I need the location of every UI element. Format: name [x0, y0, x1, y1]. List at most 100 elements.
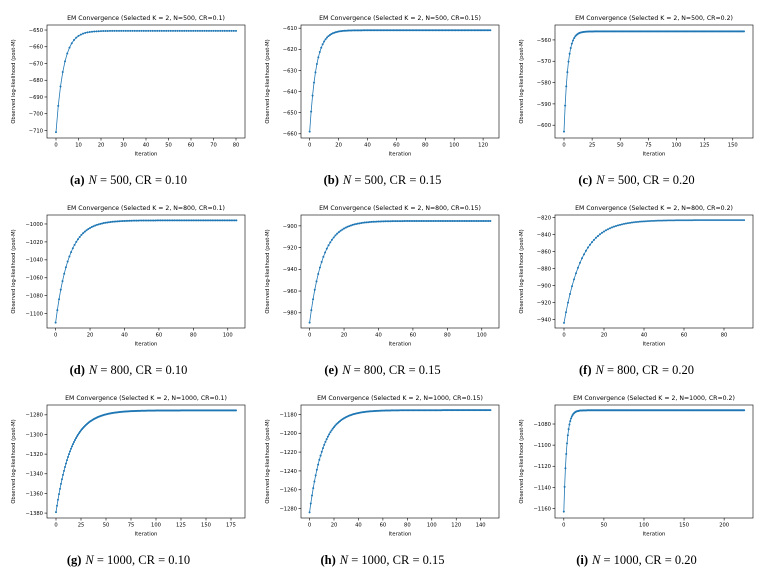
svg-text:175: 175: [226, 523, 236, 529]
subplot-caption: (b) N = 500, CR = 0.15: [324, 173, 442, 188]
svg-text:−1280: −1280: [25, 413, 43, 419]
svg-text:70: 70: [210, 143, 217, 149]
svg-text:40: 40: [355, 523, 362, 529]
data-markers: [562, 219, 745, 324]
figure-grid: EM Convergence (Selected K = 2, N=500, C…: [4, 12, 762, 568]
svg-text:−1160: −1160: [533, 506, 551, 512]
svg-text:60: 60: [155, 333, 162, 339]
chart-title: EM Convergence (Selected K = 2, N=800, C…: [319, 205, 481, 212]
x-axis-label: Iteration: [388, 342, 411, 348]
svg-text:150: 150: [727, 143, 737, 149]
y-axis: −1080 −1100 −1120 −1140 −1160: [533, 422, 555, 512]
svg-text:−1280: −1280: [279, 506, 297, 512]
data-markers: [54, 219, 237, 324]
caption-variable: N: [596, 173, 605, 187]
svg-text:80: 80: [421, 143, 428, 149]
x-axis-label: Iteration: [642, 152, 665, 158]
y-axis-label: Observed log-likelihood (post-M): [265, 39, 271, 123]
svg-text:25: 25: [77, 523, 84, 529]
caption-text: = 1000, CR = 0.10: [93, 553, 191, 567]
svg-text:0: 0: [562, 523, 565, 529]
em-convergence-subplot: EM Convergence (Selected K = 2, N=1000, …: [4, 392, 254, 568]
svg-text:−920: −920: [282, 245, 296, 251]
svg-text:−570: −570: [536, 59, 550, 65]
svg-text:100: 100: [222, 333, 232, 339]
chart-title: EM Convergence (Selected K = 2, N=800, C…: [67, 205, 225, 212]
plot-area: [554, 404, 753, 519]
caption-label: (a): [69, 173, 85, 187]
y-axis-label: Observed log-likelihood (post-M): [11, 229, 17, 313]
svg-text:0: 0: [562, 333, 565, 339]
subplot-caption: (g) N = 1000, CR = 0.10: [67, 553, 190, 568]
data-markers: [308, 409, 491, 514]
chart-title: EM Convergence (Selected K = 2, N=1000, …: [573, 395, 735, 402]
svg-text:−580: −580: [536, 80, 550, 86]
x-axis: 0 20 40 60 80 100: [53, 328, 232, 339]
line-chart: EM Convergence (Selected K = 2, N=1000, …: [514, 392, 759, 544]
chart-title: EM Convergence (Selected K = 2, N=500, C…: [575, 15, 733, 22]
svg-text:−710: −710: [28, 128, 42, 134]
em-convergence-subplot: EM Convergence (Selected K = 2, N=800, C…: [512, 202, 762, 378]
caption-label: (h): [320, 553, 336, 567]
svg-text:60: 60: [187, 143, 194, 149]
svg-text:−1320: −1320: [25, 452, 43, 458]
data-markers: [54, 409, 237, 514]
x-axis: 0 20 40 60 80: [562, 328, 727, 339]
svg-text:0: 0: [54, 143, 57, 149]
svg-text:80: 80: [190, 333, 197, 339]
svg-text:−590: −590: [536, 102, 550, 108]
plot-area: [300, 24, 499, 139]
svg-text:−600: −600: [536, 123, 550, 129]
svg-text:0: 0: [562, 143, 565, 149]
svg-text:−640: −640: [282, 89, 296, 95]
x-axis-label: Iteration: [134, 342, 157, 348]
plot-area: [46, 214, 245, 329]
svg-text:−620: −620: [282, 47, 296, 53]
svg-text:20: 20: [600, 333, 607, 339]
svg-text:60: 60: [393, 143, 400, 149]
svg-text:−1000: −1000: [25, 222, 43, 228]
subplot-caption: (c) N = 500, CR = 0.20: [578, 173, 694, 188]
line-chart: EM Convergence (Selected K = 2, N=500, C…: [514, 12, 759, 164]
subplot-caption: (e) N = 800, CR = 0.15: [324, 363, 440, 378]
em-convergence-subplot: EM Convergence (Selected K = 2, N=500, C…: [258, 12, 508, 188]
svg-text:−680: −680: [28, 78, 42, 84]
svg-text:200: 200: [719, 523, 729, 529]
svg-text:0: 0: [54, 523, 57, 529]
svg-text:75: 75: [127, 523, 134, 529]
svg-text:120: 120: [478, 143, 488, 149]
svg-text:−670: −670: [28, 61, 42, 67]
svg-text:−900: −900: [282, 224, 296, 230]
plot-area: [554, 24, 753, 139]
line-chart: EM Convergence (Selected K = 2, N=500, C…: [260, 12, 505, 164]
x-axis: 0 25 50 75 100 125 150 175: [54, 518, 236, 529]
svg-text:−1080: −1080: [533, 422, 551, 428]
chart-title: EM Convergence (Selected K = 2, N=800, C…: [575, 205, 733, 212]
svg-text:−840: −840: [536, 232, 550, 238]
caption-label: (d): [69, 363, 85, 377]
svg-text:−1080: −1080: [25, 294, 43, 300]
svg-text:0: 0: [307, 333, 310, 339]
svg-text:−1140: −1140: [533, 485, 551, 491]
caption-label: (f): [579, 363, 592, 377]
svg-text:−610: −610: [282, 26, 296, 32]
svg-text:50: 50: [102, 523, 109, 529]
svg-text:−1240: −1240: [279, 469, 297, 475]
chart-title: EM Convergence (Selected K = 2, N=1000, …: [317, 395, 483, 402]
x-axis: 0 20 40 60 80 100 120 140: [307, 518, 485, 529]
svg-text:−1060: −1060: [25, 276, 43, 282]
x-axis-label: Iteration: [388, 152, 411, 158]
svg-text:20: 20: [330, 523, 337, 529]
x-axis-label: Iteration: [388, 532, 411, 538]
y-axis-label: Observed log-likelihood (post-M): [11, 419, 17, 503]
x-axis-label: Iteration: [642, 342, 665, 348]
svg-text:60: 60: [680, 333, 687, 339]
svg-text:80: 80: [444, 333, 451, 339]
svg-text:−1200: −1200: [279, 431, 297, 437]
y-axis-label: Observed log-likelihood (post-M): [265, 229, 271, 313]
y-axis-label: Observed log-likelihood (post-M): [519, 39, 525, 123]
line-chart: EM Convergence (Selected K = 2, N=500, C…: [6, 12, 251, 164]
subplot-caption: (i) N = 1000, CR = 0.20: [576, 553, 697, 568]
y-axis: −1280 −1300 −1320 −1340 −1360 −1380: [25, 413, 47, 517]
svg-text:50: 50: [600, 523, 607, 529]
